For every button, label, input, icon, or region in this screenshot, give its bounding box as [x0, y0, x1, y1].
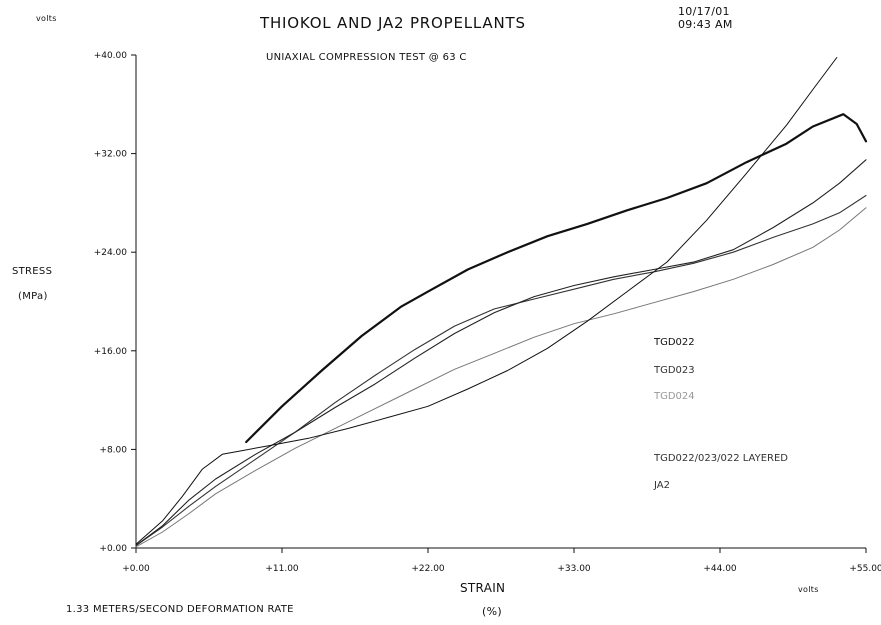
series-line-tgd022 [245, 113, 868, 444]
legend-entry: JA2 [653, 480, 670, 491]
series-line-ja2 [135, 57, 838, 545]
legend-entry: TGD022 [653, 337, 695, 348]
deformation-rate-note: 1.33 METERS/SECOND DEFORMATION RATE [66, 604, 294, 615]
x-axis-label: STRAIN [460, 581, 506, 595]
date-stamp: 10/17/01 [678, 5, 730, 18]
x-tick-label: +44.00 [703, 564, 737, 574]
x-tick-label: +0.00 [122, 564, 150, 574]
legend-entry: TGD023 [653, 365, 695, 376]
y-tick-label: +8.00 [99, 445, 127, 455]
x-axis-unit: (%) [482, 605, 502, 618]
y-tick-label: +24.00 [94, 248, 128, 258]
volts-label-bottom: volts [798, 585, 819, 594]
y-axis-label: STRESS [12, 266, 53, 277]
y-tick-label: +0.00 [99, 544, 127, 554]
series-line-tgd023 [135, 194, 867, 547]
time-stamp: 09:43 AM [678, 18, 733, 31]
series-line-tgd024 [135, 207, 867, 548]
x-tick-label: +33.00 [557, 564, 591, 574]
y-tick-label: +32.00 [94, 150, 128, 160]
chart-subtitle: UNIAXIAL COMPRESSION TEST @ 63 C [266, 52, 467, 63]
y-axis-unit: (MPa) [18, 291, 48, 302]
y-tick-label: +16.00 [94, 347, 128, 357]
legend-entry: TGD024 [653, 391, 695, 402]
x-tick-label: +22.00 [411, 564, 445, 574]
x-tick-label: +11.00 [265, 564, 299, 574]
series-line-tgd022-023-022-layered [135, 159, 867, 547]
volts-label-top: volts [36, 14, 57, 23]
y-tick-label: +40.00 [94, 51, 128, 61]
x-tick-label: +55.00 [849, 564, 881, 574]
chart-title: THIOKOL AND JA2 PROPELLANTS [260, 14, 526, 32]
legend-entry: TGD022/023/022 LAYERED [653, 453, 788, 464]
